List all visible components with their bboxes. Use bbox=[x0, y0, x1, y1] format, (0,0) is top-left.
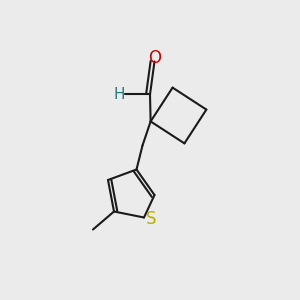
Text: S: S bbox=[146, 210, 157, 228]
Text: H: H bbox=[113, 87, 125, 102]
Text: O: O bbox=[148, 49, 161, 67]
